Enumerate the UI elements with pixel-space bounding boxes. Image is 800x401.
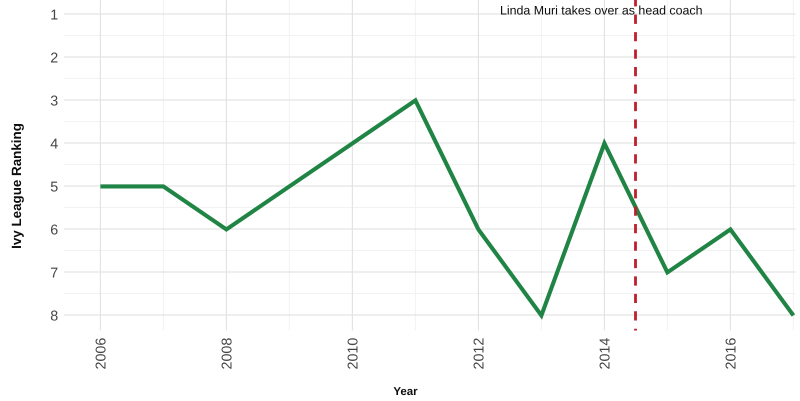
svg-text:2012: 2012: [472, 338, 488, 370]
svg-text:8: 8: [50, 309, 58, 325]
svg-text:2010: 2010: [346, 338, 362, 370]
svg-text:2: 2: [50, 51, 58, 67]
svg-text:3: 3: [50, 94, 58, 110]
svg-text:7: 7: [50, 266, 58, 282]
svg-text:5: 5: [50, 180, 58, 196]
svg-text:4: 4: [50, 137, 58, 153]
svg-text:Ivy League Ranking: Ivy League Ranking: [9, 123, 24, 249]
svg-text:6: 6: [50, 223, 58, 239]
svg-text:Year: Year: [393, 386, 418, 398]
svg-text:2006: 2006: [94, 338, 110, 370]
svg-text:2016: 2016: [724, 338, 740, 370]
svg-text:2014: 2014: [598, 338, 614, 370]
svg-text:1: 1: [50, 8, 58, 24]
svg-text:Linda Muri takes over as head: Linda Muri takes over as head coach: [500, 4, 703, 18]
svg-text:2008: 2008: [220, 338, 236, 370]
